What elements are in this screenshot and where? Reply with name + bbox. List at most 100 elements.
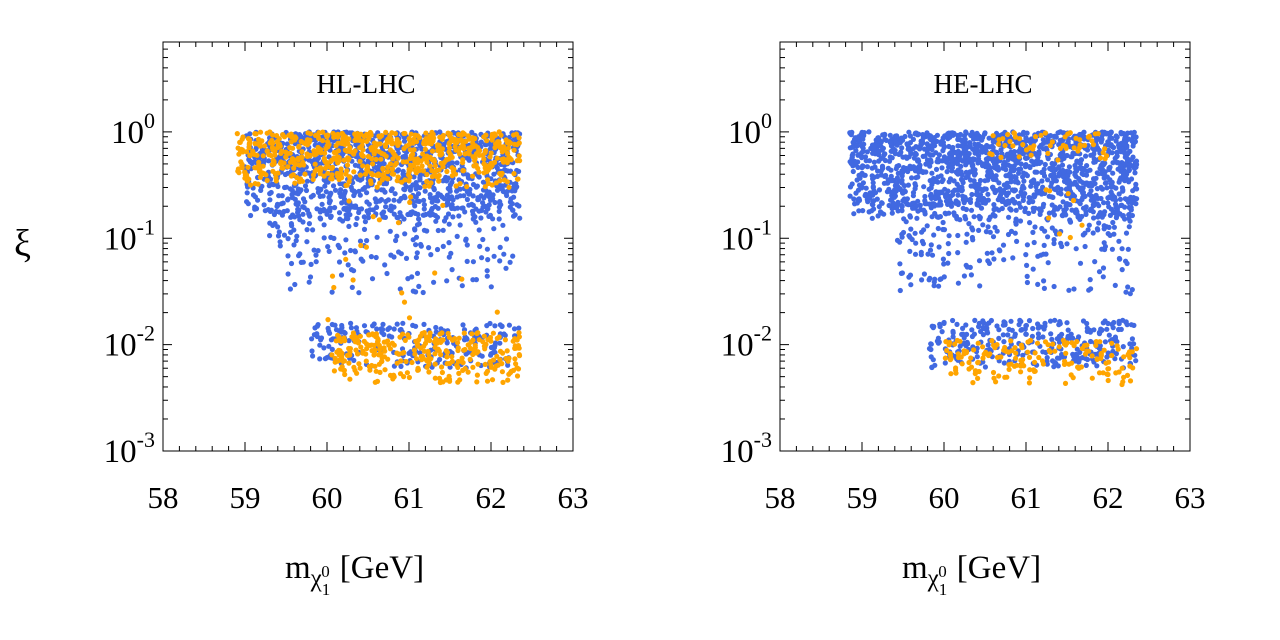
data-point-orange (429, 148, 436, 154)
data-point-orange (475, 165, 481, 171)
data-point-blue (480, 200, 486, 206)
data-point-orange (331, 149, 337, 156)
data-point-blue (928, 346, 934, 353)
data-point-orange (429, 168, 435, 174)
data-point-orange (302, 171, 308, 177)
data-point-blue (1047, 318, 1054, 324)
data-point-blue (431, 185, 437, 191)
data-point-blue (859, 155, 865, 161)
data-point-orange (360, 153, 366, 159)
data-point-orange (444, 361, 450, 367)
data-point-orange (314, 166, 320, 172)
data-point-orange (285, 164, 291, 170)
data-point-blue (1031, 239, 1037, 246)
data-point-blue (955, 132, 961, 139)
data-point-blue (1026, 210, 1032, 216)
data-point-orange (494, 309, 500, 315)
data-point-blue (490, 349, 497, 355)
data-point-blue (906, 274, 912, 280)
data-point-orange (325, 170, 331, 176)
data-point-blue (259, 183, 265, 189)
data-point-blue (456, 213, 462, 219)
data-point-blue (928, 185, 934, 191)
data-point-blue (327, 198, 333, 204)
data-point-orange (291, 165, 297, 171)
data-point-blue (980, 222, 986, 228)
data-point-blue (960, 205, 966, 211)
data-point-blue (982, 186, 988, 192)
data-point-blue (276, 229, 282, 235)
data-point-orange (474, 379, 480, 385)
data-point-blue (306, 279, 312, 285)
data-point-orange (499, 369, 505, 375)
data-point-blue (1094, 363, 1100, 369)
data-point-blue (937, 199, 943, 205)
data-point-blue (444, 177, 450, 183)
data-point-blue (1032, 224, 1038, 230)
data-point-orange (953, 365, 959, 371)
data-point-orange (279, 148, 285, 154)
data-point-blue (848, 160, 854, 166)
data-point-blue (1019, 327, 1025, 333)
data-point-orange (368, 180, 374, 186)
data-point-blue (955, 250, 961, 256)
data-point-blue (950, 334, 956, 340)
data-point-orange (1109, 340, 1115, 346)
data-point-blue (500, 222, 506, 228)
data-point-orange (493, 363, 499, 369)
data-point-orange (494, 155, 500, 161)
data-point-blue (1061, 210, 1067, 216)
data-point-blue (954, 170, 960, 176)
data-point-orange (455, 379, 461, 385)
data-point-orange (490, 330, 496, 336)
data-point-blue (1120, 213, 1126, 219)
data-point-blue (276, 193, 282, 199)
data-point-blue (1071, 354, 1077, 360)
y-tick-base: 10 (111, 115, 144, 151)
data-point-blue (913, 175, 919, 181)
data-point-blue (511, 326, 518, 332)
data-point-blue (941, 227, 948, 233)
data-point-blue (348, 320, 354, 326)
data-point-orange (1069, 340, 1075, 346)
data-point-blue (997, 248, 1003, 254)
data-point-orange (347, 349, 353, 355)
data-point-orange (304, 137, 311, 143)
data-point-orange (389, 166, 395, 172)
data-point-blue (924, 146, 930, 152)
data-point-blue (370, 323, 376, 329)
data-point-orange (271, 161, 277, 167)
data-point-blue (503, 236, 510, 242)
data-point-blue (490, 216, 496, 222)
data-point-orange (1032, 368, 1038, 374)
data-point-blue (1128, 157, 1134, 163)
data-point-blue (963, 322, 969, 328)
data-point-orange (432, 375, 438, 381)
data-point-blue (268, 189, 274, 196)
data-point-blue (927, 178, 933, 184)
data-point-orange (990, 133, 996, 139)
data-point-orange (406, 166, 412, 173)
data-point-blue (879, 163, 886, 169)
data-point-orange (1010, 143, 1016, 149)
data-point-blue (313, 259, 319, 265)
data-point-blue (466, 202, 472, 208)
data-point-blue (968, 272, 975, 278)
data-point-blue (1052, 228, 1058, 234)
data-point-blue (441, 218, 448, 224)
data-point-blue (1064, 320, 1070, 326)
data-point-blue (912, 186, 918, 192)
data-point-orange (470, 173, 476, 179)
data-point-blue (1024, 262, 1030, 268)
data-point-blue (888, 173, 894, 179)
data-point-orange (1067, 234, 1073, 241)
data-point-blue (352, 162, 358, 168)
data-point-blue (288, 260, 295, 267)
data-point-blue (481, 195, 487, 201)
data-point-blue (875, 168, 881, 174)
data-point-orange (1045, 150, 1051, 156)
data-point-blue (1106, 332, 1112, 338)
data-point-orange (459, 276, 465, 282)
data-point-orange (424, 153, 430, 159)
data-point-blue (929, 214, 935, 220)
